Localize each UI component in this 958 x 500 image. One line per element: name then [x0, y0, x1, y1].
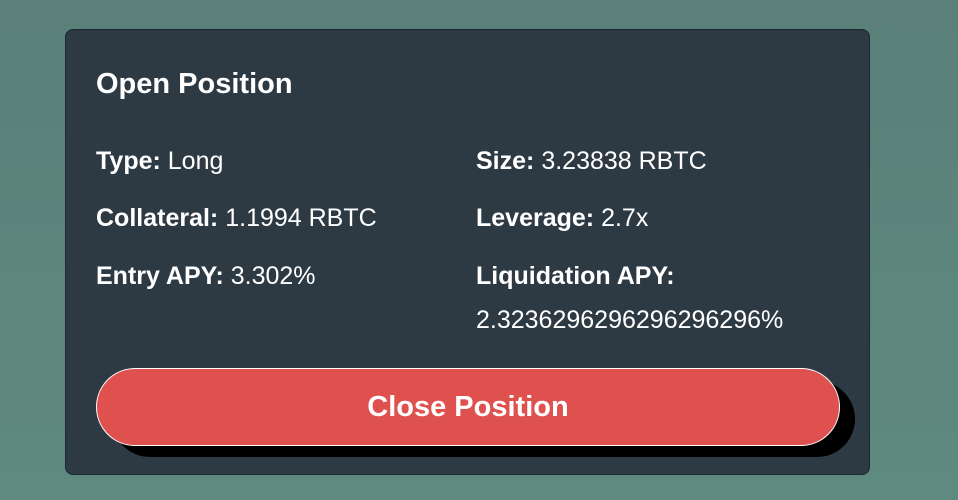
type-label: Type: [96, 147, 161, 175]
open-position-card: Open Position Type: Long Size: 3.23838 R… [65, 29, 870, 475]
collateral-value: 1.1994 RBTC [225, 204, 377, 232]
liquidation-apy-label: Liquidation APY: [476, 262, 675, 290]
close-position-button[interactable]: Close Position [96, 368, 840, 446]
liquidation-apy-field: Liquidation APY: [476, 256, 675, 296]
entry-apy-field: Entry APY: 3.302% [96, 256, 316, 296]
size-label: Size: [476, 147, 535, 175]
size-value: 3.23838 RBTC [541, 147, 707, 175]
leverage-label: Leverage: [476, 204, 595, 232]
type-field: Type: Long [96, 141, 223, 181]
size-field: Size: 3.23838 RBTC [476, 141, 707, 181]
leverage-field: Leverage: 2.7x [476, 198, 648, 238]
entry-apy-label: Entry APY: [96, 262, 224, 290]
collateral-field: Collateral: 1.1994 RBTC [96, 198, 377, 238]
leverage-value: 2.7x [601, 204, 649, 232]
liquidation-apy-value: 2.3236296296296296296% [476, 306, 784, 334]
card-title: Open Position [96, 68, 293, 100]
type-value: Long [167, 147, 224, 175]
collateral-label: Collateral: [96, 204, 219, 232]
entry-apy-value: 3.302% [230, 262, 316, 290]
